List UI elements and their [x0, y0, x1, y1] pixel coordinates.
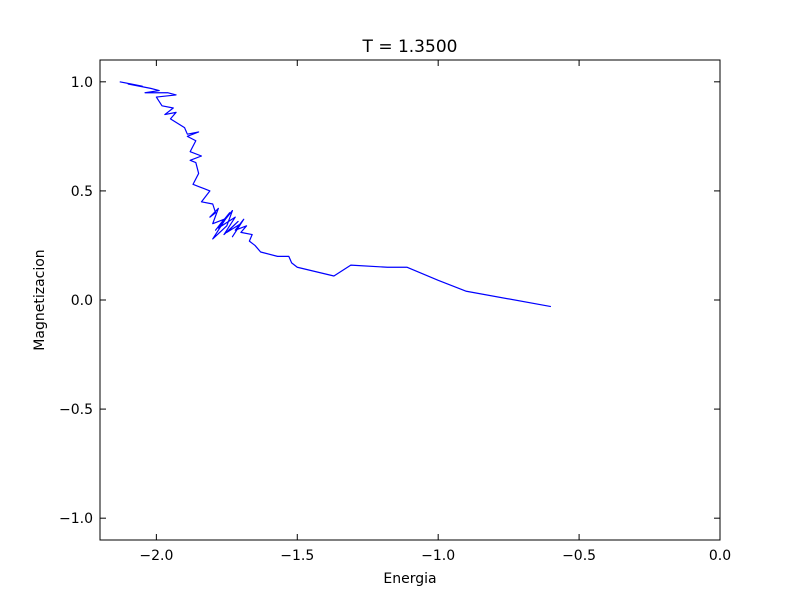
x-tick-label: −0.5 [562, 548, 596, 564]
y-tick-label: −0.5 [59, 402, 93, 418]
chart-title: T = 1.3500 [362, 37, 458, 57]
series-line [119, 81, 552, 308]
x-tick-label: 0.0 [709, 548, 731, 564]
y-tick-label: 0.0 [71, 293, 93, 309]
y-tick-label: 1.0 [71, 75, 93, 91]
x-tick-label: −2.0 [139, 548, 173, 564]
x-axis-label: Energia [383, 571, 436, 587]
y-tick-label: 0.5 [71, 184, 93, 200]
y-axis-label: Magnetizacion [32, 249, 48, 350]
x-tick-label: −1.5 [280, 548, 314, 564]
y-tick-label: −1.0 [59, 511, 93, 527]
x-tick-label: −1.0 [421, 548, 455, 564]
plot-area: −2.0 −1.5 −1.0 −0.5 0.0 1.0 0.5 0.0 −0.5 −1.0 [59, 59, 731, 564]
